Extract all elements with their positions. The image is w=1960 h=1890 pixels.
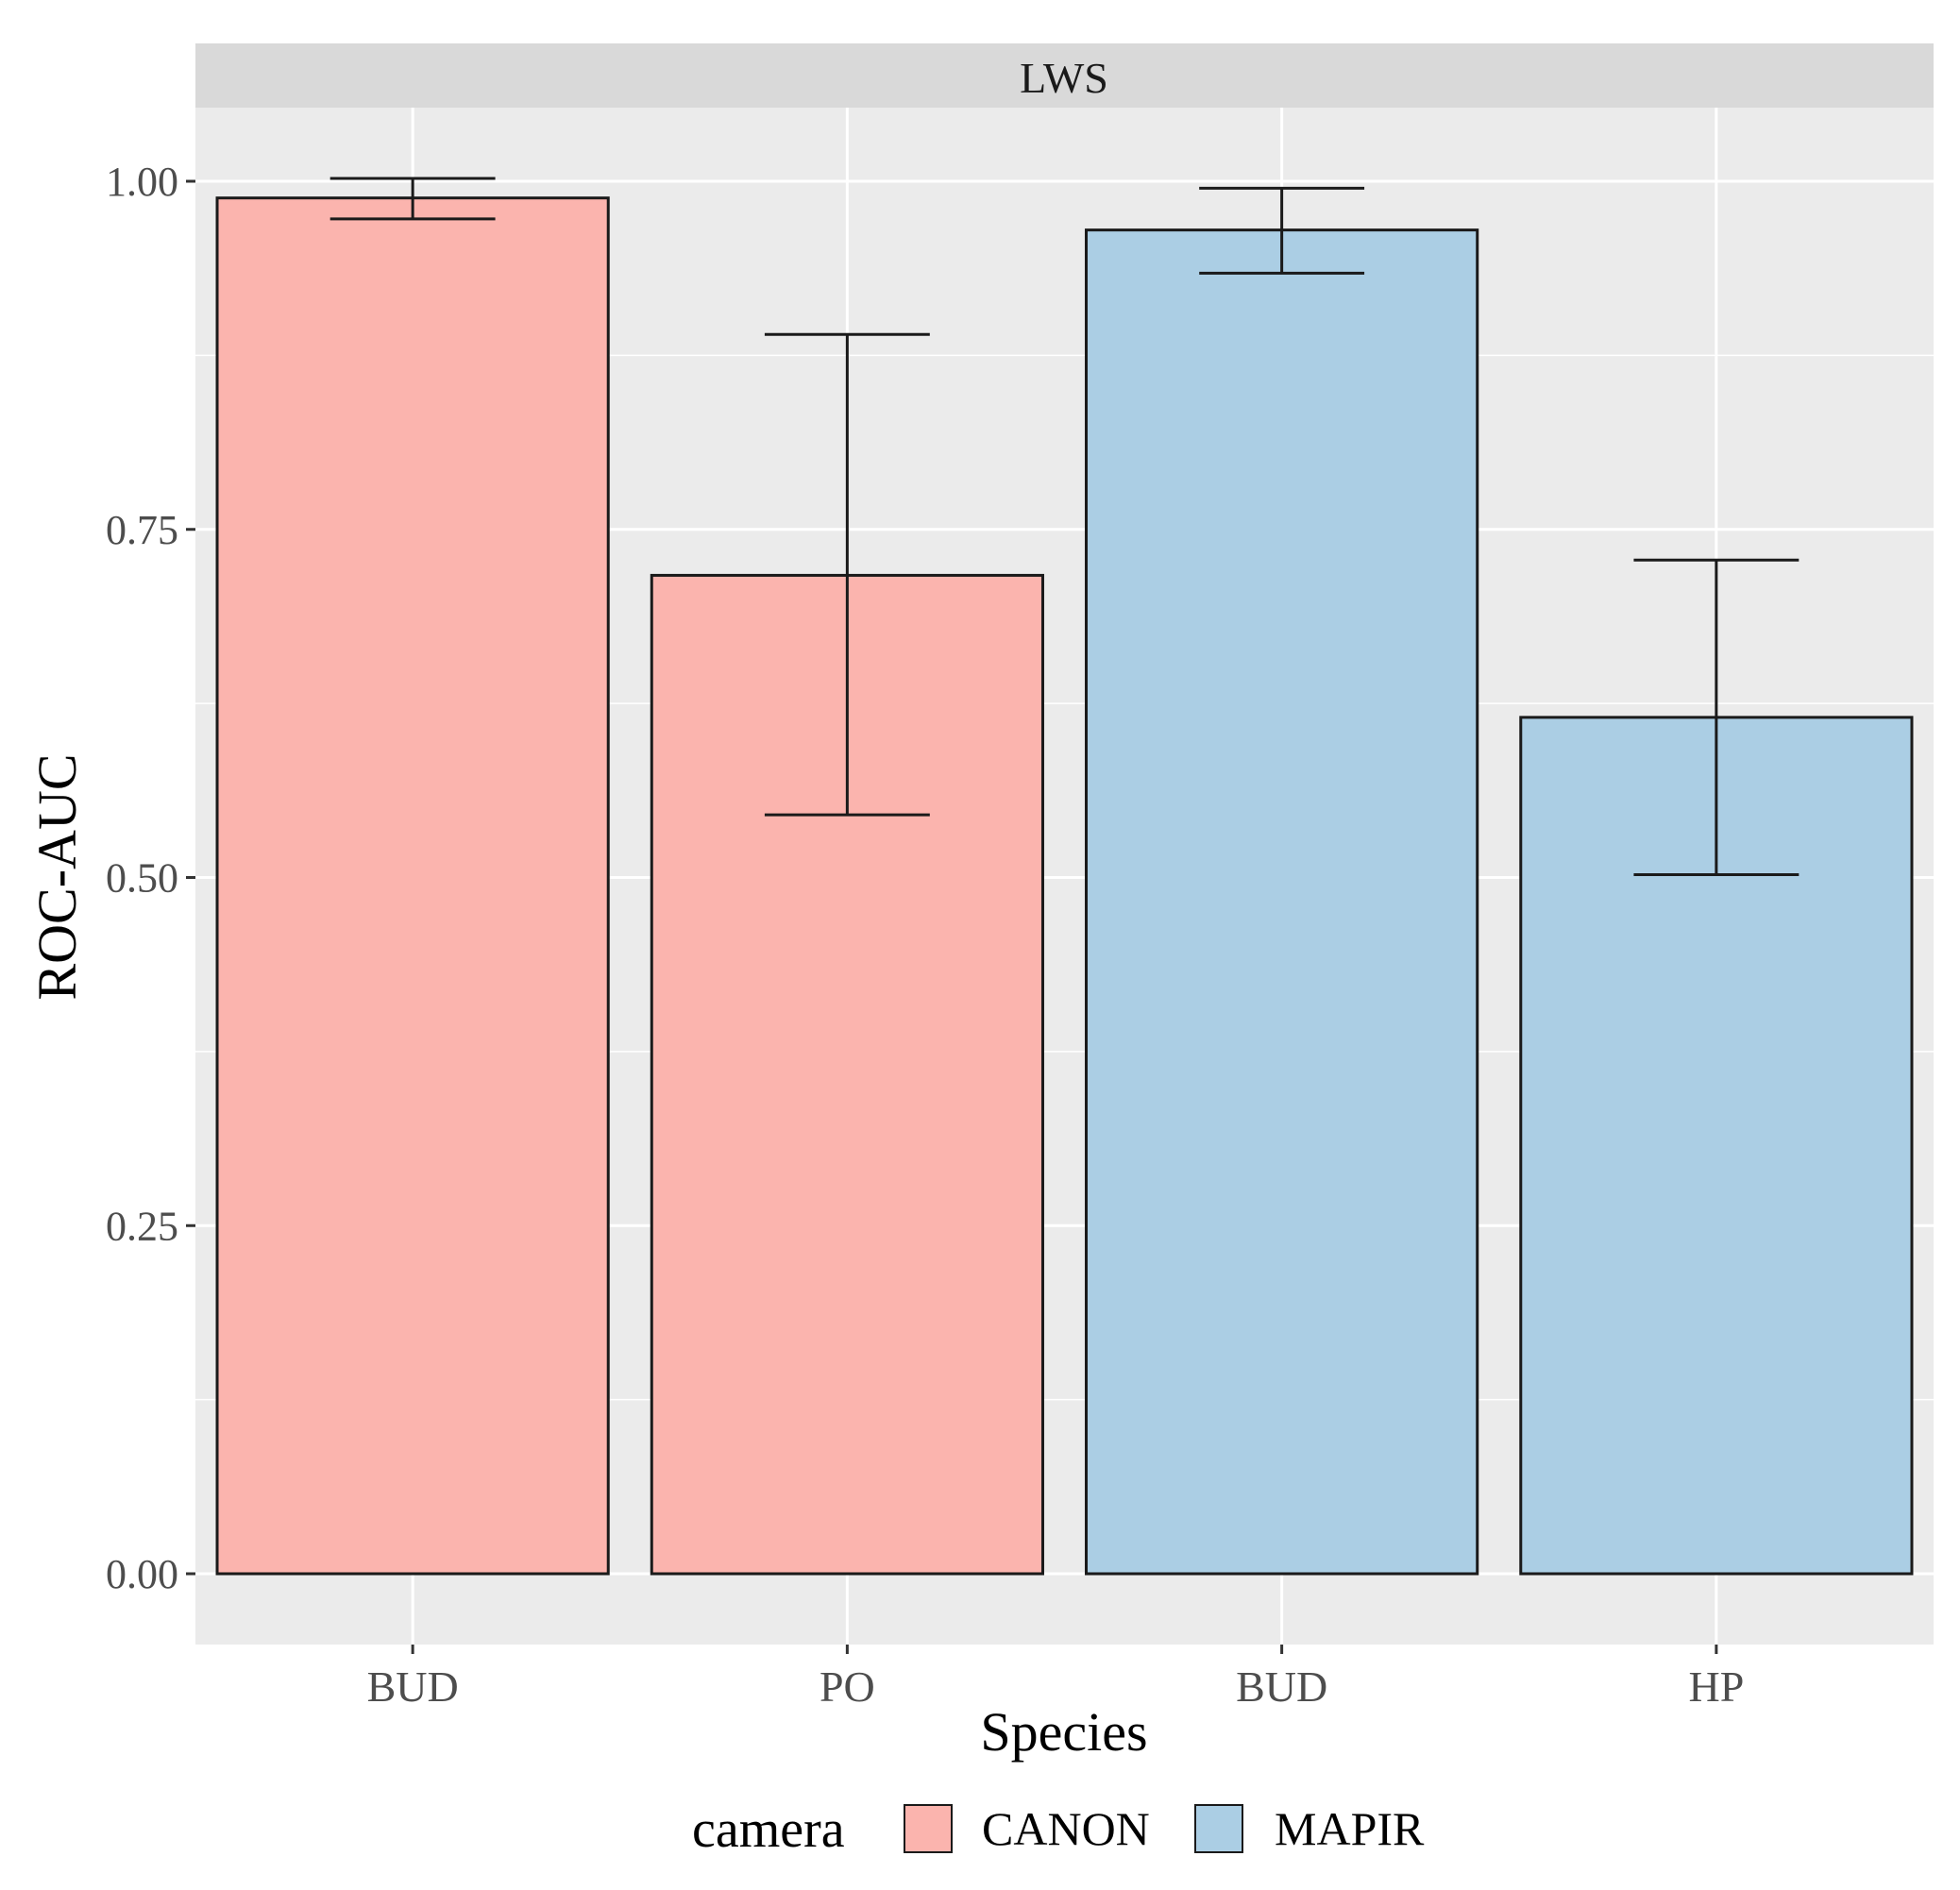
y-tick-label-4: 1.00 xyxy=(106,159,178,205)
legend-key-mapir xyxy=(1194,1804,1243,1853)
y-tick-label-3: 0.75 xyxy=(106,507,178,553)
legend-key-canon xyxy=(904,1804,953,1853)
x-axis-title: Species xyxy=(980,1701,1147,1763)
legend-title: camera xyxy=(692,1800,845,1859)
y-tick-label-0: 0.00 xyxy=(106,1551,178,1597)
x-axis: BUD PO BUD HP xyxy=(367,1645,1744,1711)
y-tick-label-1: 0.25 xyxy=(106,1203,178,1249)
y-tick-label-2: 0.50 xyxy=(106,855,178,902)
legend: camera CANON MAPIR xyxy=(692,1800,1425,1859)
error-bar-3 xyxy=(1633,558,1799,877)
y-axis-title: ROC-AUC xyxy=(26,753,88,1000)
y-axis: 0.00 0.25 0.50 0.75 1.00 xyxy=(106,159,195,1597)
error-bar-1 xyxy=(764,332,930,817)
facet-strip xyxy=(195,43,1934,108)
facet-label: LWS xyxy=(1020,54,1108,102)
legend-label-mapir: MAPIR xyxy=(1275,1802,1425,1855)
x-tick-label-0: BUD xyxy=(367,1662,459,1711)
error-bar-0 xyxy=(329,177,496,221)
x-tick-label-1: PO xyxy=(819,1662,875,1711)
error-bar-2 xyxy=(1199,186,1365,275)
x-tick-label-2: BUD xyxy=(1236,1662,1327,1711)
bars xyxy=(215,196,1914,1576)
legend-label-canon: CANON xyxy=(982,1802,1150,1855)
error-bars xyxy=(329,177,1799,877)
bar-0 xyxy=(215,196,610,1576)
bar-2 xyxy=(1085,228,1479,1576)
x-tick-label-3: HP xyxy=(1688,1662,1744,1711)
